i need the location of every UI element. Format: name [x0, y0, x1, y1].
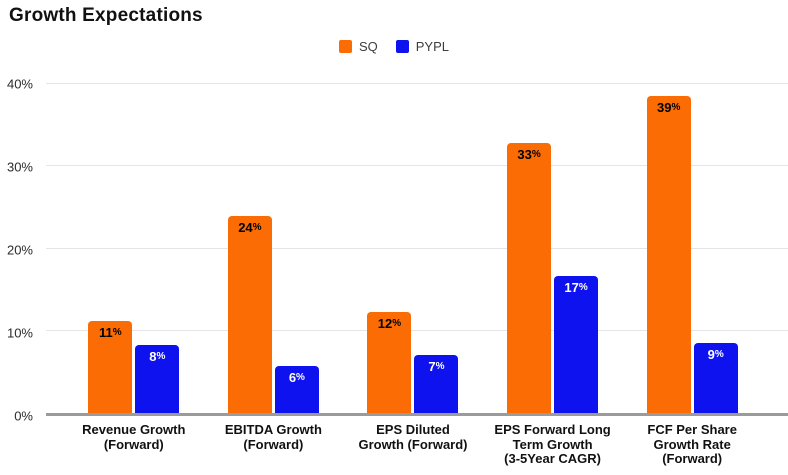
- gridline: [46, 329, 788, 331]
- category-label: Revenue Growth (Forward): [82, 422, 186, 452]
- plot-area: 11% 8% 24% 6% 12% 7% 33% 17% 39% 9%: [46, 83, 788, 416]
- bar-value-label: 33%: [517, 147, 541, 163]
- bar-value-label: 6%: [288, 370, 305, 386]
- legend: SQ PYPL: [0, 39, 788, 54]
- bar-value-label: 9%: [707, 347, 724, 363]
- y-tick-label: 10%: [6, 325, 33, 341]
- y-tick-label: 0%: [14, 408, 33, 424]
- bar-sq: 12%: [367, 311, 412, 413]
- bar-group: 33% 17%: [483, 84, 623, 413]
- y-tick-label: 30%: [6, 159, 33, 175]
- sq-swatch-icon: [338, 40, 352, 53]
- y-tick-label: 40%: [6, 76, 33, 92]
- category-label: FCF Per Share Growth Rate (Forward): [647, 422, 737, 467]
- legend-label-sq: SQ: [358, 39, 378, 54]
- category-label: EPS Forward Long Term Growth (3-5Year CA…: [494, 422, 611, 467]
- bar-sq: 11%: [88, 320, 133, 413]
- bar-pypl: 6%: [274, 366, 319, 413]
- bar-pypl: 8%: [135, 344, 180, 413]
- x-axis: Revenue Growth (Forward) EBITDA Growth (F…: [46, 422, 788, 467]
- bar-value-label: 12%: [377, 315, 402, 331]
- bar-groups: 11% 8% 24% 6% 12% 7% 33% 17% 39% 9%: [46, 84, 788, 413]
- legend-label-pypl: PYPL: [415, 39, 450, 54]
- bar-value-label: 7%: [428, 358, 445, 374]
- bar-sq: 39%: [646, 96, 691, 413]
- bar-value-label: 17%: [564, 279, 588, 295]
- bar-group: 24% 6%: [204, 84, 344, 413]
- y-axis: 0% 10% 20% 30% 40%: [0, 77, 40, 424]
- gridline: [46, 83, 788, 84]
- legend-item-sq: SQ: [338, 39, 378, 54]
- category-label: EBITDA Growth (Forward): [224, 422, 322, 452]
- bar-group: 11% 8%: [64, 84, 204, 413]
- category-label: EPS Diluted Growth (Forward): [358, 422, 468, 452]
- legend-item-pypl: PYPL: [395, 39, 450, 54]
- pypl-swatch-icon: [395, 40, 409, 53]
- bar-pypl: 7%: [414, 354, 459, 413]
- bar-value-label: 39%: [656, 100, 681, 116]
- bar-value-label: 8%: [149, 348, 166, 364]
- gridline: [46, 165, 788, 167]
- y-tick-label: 20%: [6, 242, 33, 258]
- bar-group: 39% 9%: [622, 84, 762, 413]
- bar-group: 12% 7%: [343, 84, 483, 413]
- gridline: [46, 247, 788, 249]
- bar-sq: 24%: [227, 215, 272, 413]
- bar-value-label: 24%: [238, 219, 262, 235]
- bar-pypl: 17%: [554, 275, 599, 413]
- bar-sq: 33%: [507, 143, 552, 413]
- bar-value-label: 11%: [98, 324, 122, 340]
- bar-pypl: 9%: [693, 343, 738, 413]
- chart-title: Growth Expectations: [9, 5, 203, 26]
